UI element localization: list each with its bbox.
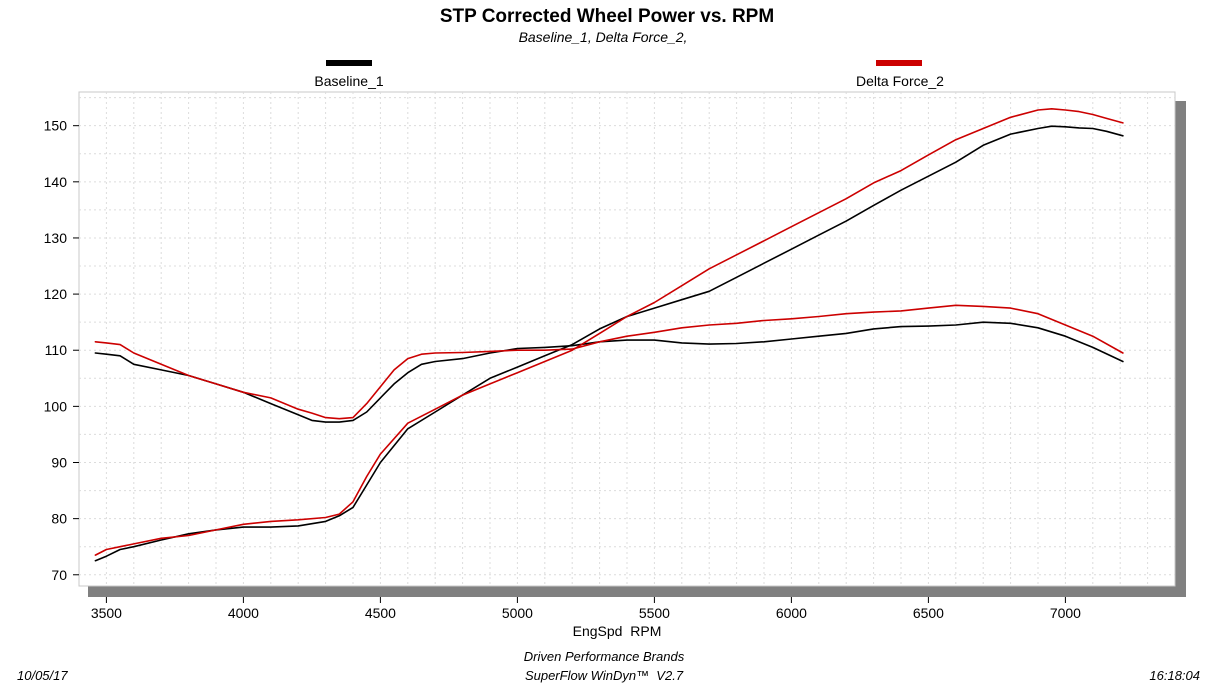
- y-tick-label: 130: [44, 230, 68, 246]
- y-tick-label: 150: [44, 118, 68, 134]
- y-tick-label: 140: [44, 174, 68, 190]
- footer-company: Driven Performance Brands: [524, 649, 685, 664]
- series-line-baseline-1-torque: [94, 321, 1124, 423]
- footer-software: SuperFlow WinDyn™ V2.7: [525, 668, 684, 683]
- y-axis-ticks: 70 80 90 100 110 120 130 140 150: [44, 118, 79, 583]
- x-tick-label: 5500: [639, 605, 670, 621]
- footer-date: 10/05/17: [17, 668, 68, 683]
- x-tick-label: 6500: [913, 605, 944, 621]
- series-line-delta-force-2-power: [94, 108, 1124, 556]
- y-tick-label: 70: [51, 567, 67, 583]
- legend: Baseline_1 Delta Force_2: [314, 60, 944, 89]
- series-line-baseline-1-power: [94, 125, 1124, 562]
- y-tick-label: 90: [51, 455, 67, 471]
- footer-time: 16:18:04: [1149, 668, 1200, 683]
- y-tick-label: 100: [44, 398, 68, 414]
- x-tick-label: 3500: [91, 605, 122, 621]
- series-lines: [94, 108, 1124, 562]
- chart-subtitle: Baseline_1, Delta Force_2,: [519, 29, 688, 45]
- x-tick-label: 5000: [502, 605, 533, 621]
- legend-swatch-delta-force: [876, 60, 922, 66]
- y-tick-label: 80: [51, 511, 67, 527]
- x-tick-label: 4500: [365, 605, 396, 621]
- x-tick-label: 4000: [228, 605, 259, 621]
- x-axis-ticks: 3500 4000 4500 5000 5500 6000 6500 7000: [91, 597, 1081, 621]
- y-tick-label: 120: [44, 286, 68, 302]
- x-axis-label: EngSpd RPM: [573, 623, 662, 639]
- legend-label-baseline: Baseline_1: [314, 73, 383, 89]
- plot-shadow: [88, 101, 1186, 597]
- x-tick-label: 6000: [776, 605, 807, 621]
- legend-label-delta-force: Delta Force_2: [856, 73, 944, 89]
- x-tick-label: 7000: [1050, 605, 1081, 621]
- series-line-delta-force-2-torque: [94, 304, 1124, 420]
- y-tick-label: 110: [45, 342, 68, 358]
- chart-title: STP Corrected Wheel Power vs. RPM: [440, 6, 774, 27]
- grid: [79, 92, 1175, 586]
- legend-swatch-baseline: [326, 60, 372, 66]
